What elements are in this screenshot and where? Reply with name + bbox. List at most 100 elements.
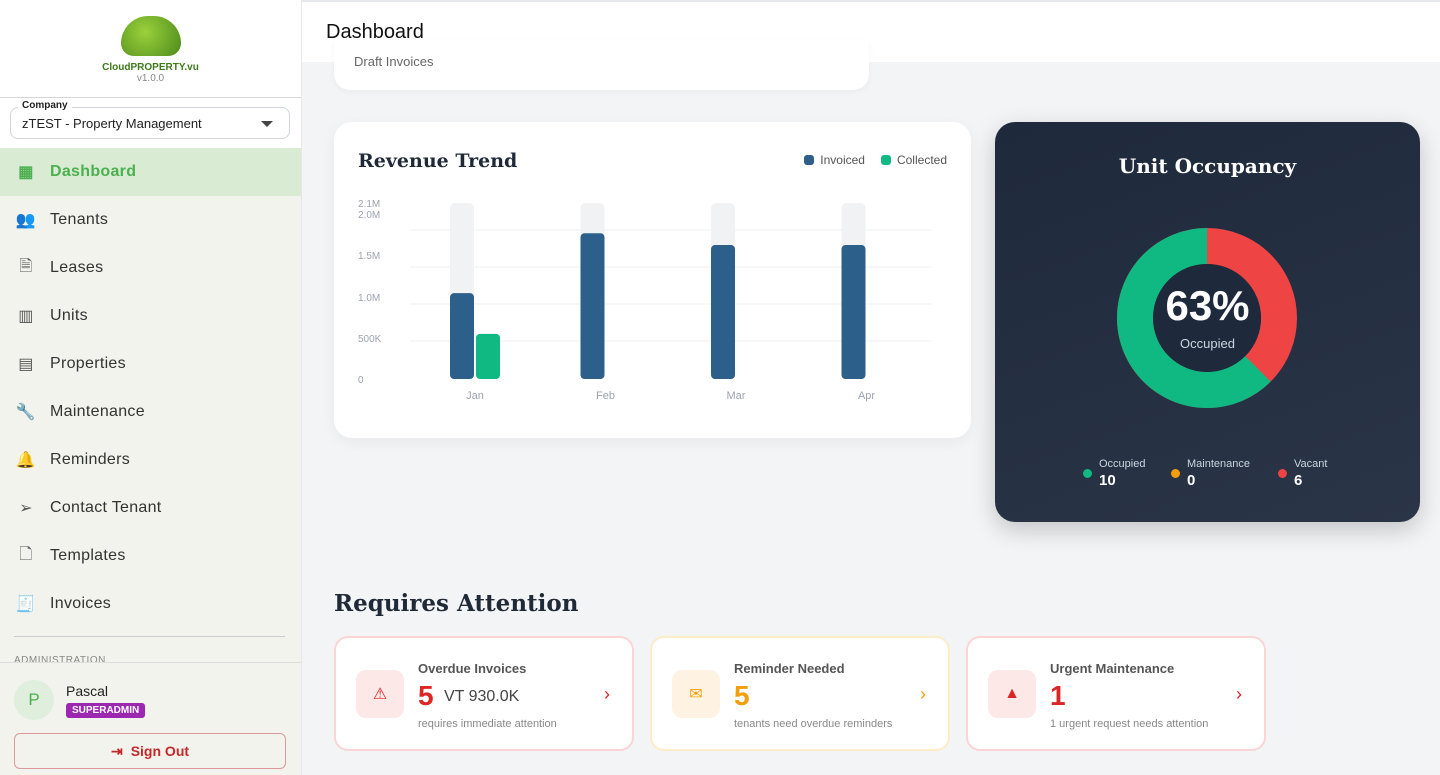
- card-subtitle: 1 urgent request needs attention: [1050, 718, 1209, 730]
- bar-invoiced-apr: [841, 245, 866, 379]
- chart-legend: Invoiced Collected: [804, 153, 947, 167]
- overdue-invoices-card[interactable]: ⚠ Overdue Invoices 5 VT 930.0K requires …: [334, 636, 634, 751]
- sidebar-item-tenants[interactable]: 👥 Tenants: [0, 196, 301, 244]
- sidebar-item-leases[interactable]: 🗎 Leases: [0, 244, 301, 292]
- header: Dashboard: [302, 0, 1440, 62]
- receipt-icon: 🧾: [15, 596, 37, 613]
- sidebar-item-label: Templates: [50, 547, 126, 564]
- sidebar-nav: ▦ Dashboard 👥 Tenants 🗎 Leases ▥ Units ▤ Properti…: [0, 148, 301, 628]
- sidebar-item-units[interactable]: ▥ Units: [0, 292, 301, 340]
- sidebar-item-label: Contact Tenant: [50, 499, 162, 516]
- user-panel: P Pascal SUPERADMIN ⇥ Sign Out: [0, 662, 301, 775]
- urgent-maintenance-card[interactable]: ▲ Urgent Maintenance 1 1 urgent request …: [966, 636, 1266, 751]
- sign-out-button[interactable]: ⇥ Sign Out: [14, 733, 286, 769]
- sidebar-item-label: Maintenance: [50, 403, 145, 420]
- company-value: zTEST - Property Management: [22, 116, 202, 131]
- card-count: 1: [1050, 680, 1066, 711]
- document-icon: 🗎: [19, 257, 33, 275]
- avatar: P: [14, 680, 54, 720]
- chevron-right-icon: ›: [604, 684, 610, 704]
- legend-invoiced: Invoiced: [804, 153, 865, 167]
- card-count: 5: [418, 680, 434, 711]
- card-title: Overdue Invoices: [418, 661, 527, 676]
- bell-icon: 🔔: [15, 452, 37, 469]
- admin-section-label: ADMINISTRATION: [14, 655, 106, 666]
- logo-text: CloudPROPERTY.vu: [102, 62, 199, 73]
- business-icon: ▤: [18, 356, 34, 373]
- logo-image: [111, 12, 191, 62]
- card-title: Urgent Maintenance: [1050, 661, 1175, 676]
- chevron-right-icon: ›: [920, 684, 926, 704]
- wrench-icon: 🔧: [15, 404, 37, 421]
- sidebar-item-properties[interactable]: ▤ Properties: [0, 340, 301, 388]
- occupancy-percent-label: Occupied: [1180, 336, 1235, 351]
- y-tick-label: 1.0M: [358, 293, 380, 304]
- x-tick-label: Mar: [727, 390, 746, 402]
- y-tick-label: 0: [358, 375, 364, 386]
- people-icon: 👥: [15, 212, 37, 229]
- sidebar-item-templates[interactable]: 🗋 Templates: [0, 532, 301, 580]
- sidebar-item-label: Units: [50, 307, 88, 324]
- y-tick-label: 2.0M: [358, 210, 380, 221]
- sidebar-item-maintenance[interactable]: 🔧 Maintenance: [0, 388, 301, 436]
- x-tick-label: Jan: [466, 390, 484, 402]
- building-icon: ▥: [18, 308, 34, 325]
- page-title: Dashboard: [326, 21, 424, 43]
- donut-center: [1153, 264, 1261, 372]
- sidebar: CloudPROPERTY.vu v1.0.0 Company zTEST - …: [0, 0, 302, 775]
- occupancy-percent: 63%: [1165, 282, 1250, 329]
- x-tick-label: Apr: [858, 390, 875, 402]
- reminder-needed-card[interactable]: ✉ Reminder Needed 5 tenants need overdue…: [650, 636, 950, 751]
- bar-invoiced-mar: [711, 245, 735, 379]
- occupancy-donut: [1117, 228, 1297, 408]
- logout-icon: ⇥: [110, 742, 123, 759]
- chevron-down-icon: [261, 121, 273, 127]
- y-tick-label: 500K: [358, 334, 382, 345]
- card-count: 5: [734, 680, 750, 711]
- requires-attention-title: Requires Attention: [334, 590, 579, 617]
- bar-background: [450, 203, 474, 379]
- card-title: Reminder Needed: [734, 661, 845, 676]
- card-subtitle: tenants need overdue reminders: [734, 718, 893, 730]
- user-name: Pascal: [66, 683, 109, 699]
- legend-vacant: Vacant 6: [1278, 458, 1327, 489]
- legend-collected: Collected: [880, 153, 947, 167]
- revenue-trend-card: Revenue Trend Invoiced Collected 0 500K 1.…: [334, 122, 971, 438]
- divider: [14, 636, 285, 637]
- y-tick-label: 2.1M: [358, 199, 380, 210]
- card-amount: VT 930.0K: [444, 688, 520, 705]
- company-select[interactable]: zTEST - Property Management: [10, 107, 290, 139]
- bar-collected-jan: [476, 333, 500, 379]
- legend-maintenance: Maintenance 0: [1171, 458, 1250, 489]
- sign-out-label: Sign Out: [130, 743, 190, 759]
- sidebar-item-label: Invoices: [50, 595, 112, 612]
- sidebar-item-label: Properties: [50, 355, 126, 372]
- chart-title: Revenue Trend: [358, 150, 518, 172]
- sidebar-item-reminders[interactable]: 🔔 Reminders: [0, 436, 301, 484]
- sidebar-item-label: Dashboard: [50, 163, 137, 180]
- bar-background: [841, 203, 866, 379]
- sidebar-item-label: Reminders: [50, 451, 131, 468]
- sidebar-item-label: Tenants: [50, 211, 109, 228]
- sidebar-item-label: Leases: [50, 259, 104, 276]
- legend-occupied: Occupied 10: [1083, 458, 1145, 489]
- sidebar-item-invoices[interactable]: 🧾 Invoices: [0, 580, 301, 628]
- sidebar-item-dashboard[interactable]: ▦ Dashboard: [0, 148, 301, 196]
- bar-invoiced-jan: [450, 293, 474, 379]
- logo-area: CloudPROPERTY.vu v1.0.0: [0, 0, 301, 98]
- x-tick-label: Feb: [596, 390, 615, 402]
- bar-background: [711, 203, 735, 379]
- occupancy-title: Unit Occupancy: [1118, 154, 1297, 178]
- company-label: Company: [18, 100, 72, 111]
- draft-invoices-card[interactable]: Draft Invoices: [334, 40, 869, 90]
- app-version: v1.0.0: [136, 73, 165, 84]
- y-tick-label: 1.5M: [358, 251, 380, 262]
- dashboard-icon: ▦: [18, 164, 34, 181]
- mail-icon: ✉: [672, 670, 720, 718]
- company-select-wrap: Company zTEST - Property Management: [0, 98, 301, 148]
- card-subtitle: requires immediate attention: [418, 718, 557, 730]
- role-badge: SUPERADMIN: [66, 703, 146, 718]
- sidebar-item-contact-tenant[interactable]: ➢ Contact Tenant: [0, 484, 301, 532]
- warning-icon: ⚠: [356, 670, 404, 718]
- bar-background: [580, 203, 605, 379]
